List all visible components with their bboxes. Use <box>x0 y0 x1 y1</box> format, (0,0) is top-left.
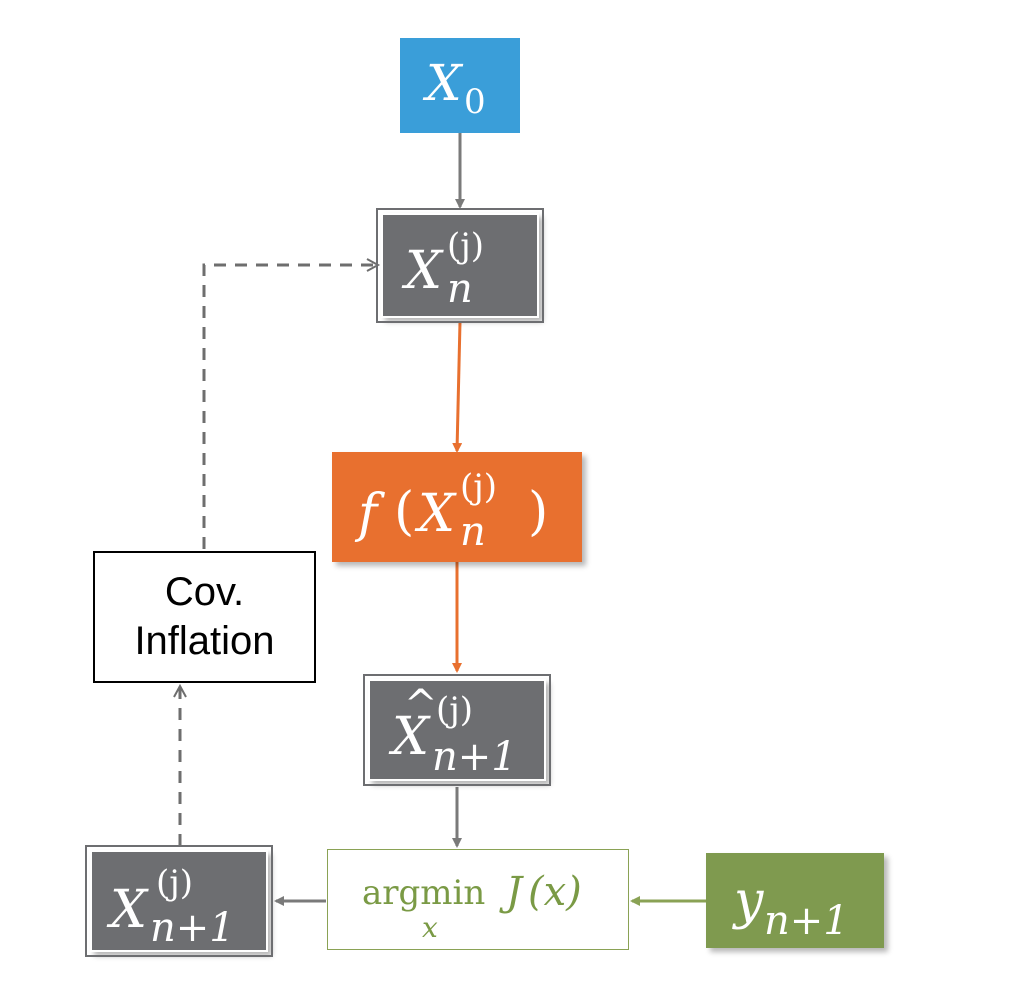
observation-box: y n+1 <box>706 853 884 948</box>
argmin-variable: x <box>422 911 438 944</box>
xhat-subscript: n+1 <box>432 734 517 780</box>
cov-line2: Inflation <box>134 619 275 663</box>
argmin-operator: argmin <box>362 873 486 913</box>
cost-function-label: J <box>506 869 523 915</box>
cov-line1: Cov. <box>164 570 245 615</box>
xn-label: X <box>405 241 443 301</box>
xnext-label: X <box>110 880 148 940</box>
xhat-label: X <box>392 707 430 767</box>
fx-label: X <box>418 484 456 544</box>
arrow-xn-to-f <box>452 321 463 453</box>
f-close-paren: ) <box>528 482 549 542</box>
xn-subscript: n <box>447 266 473 312</box>
dashed-arrow-cov-to-xn <box>202 258 381 549</box>
forecast-model-box: f ( X (j) n ) <box>332 452 582 562</box>
cost-function-arg: (x) <box>528 869 582 915</box>
fx-superscript: (j) <box>460 467 498 507</box>
forecast-ensemble-box: X ^ (j) n+1 <box>363 674 551 786</box>
xnext-subscript: n+1 <box>150 905 235 951</box>
covariance-inflation-box: Cov. Inflation <box>93 551 316 683</box>
x0-subscript: 0 <box>464 82 486 122</box>
x0-label: X <box>426 54 462 112</box>
xnext-superscript: (j) <box>156 863 194 903</box>
f-label: f <box>358 484 378 544</box>
y-subscript: n+1 <box>764 898 849 944</box>
analysis-minimization-box: argmin x J (x) <box>327 849 629 950</box>
ensemble-member-box: X (j) n <box>376 208 544 323</box>
xn-superscript: (j) <box>447 226 485 266</box>
y-label: y <box>734 871 764 931</box>
analysis-ensemble-box: X (j) n+1 <box>85 845 273 957</box>
f-open-paren: ( <box>394 482 415 542</box>
initial-state-box: X 0 <box>400 38 520 133</box>
xhat-superscript: (j) <box>436 690 474 730</box>
fx-subscript: n <box>460 509 486 555</box>
hat-accent: ^ <box>404 682 438 728</box>
